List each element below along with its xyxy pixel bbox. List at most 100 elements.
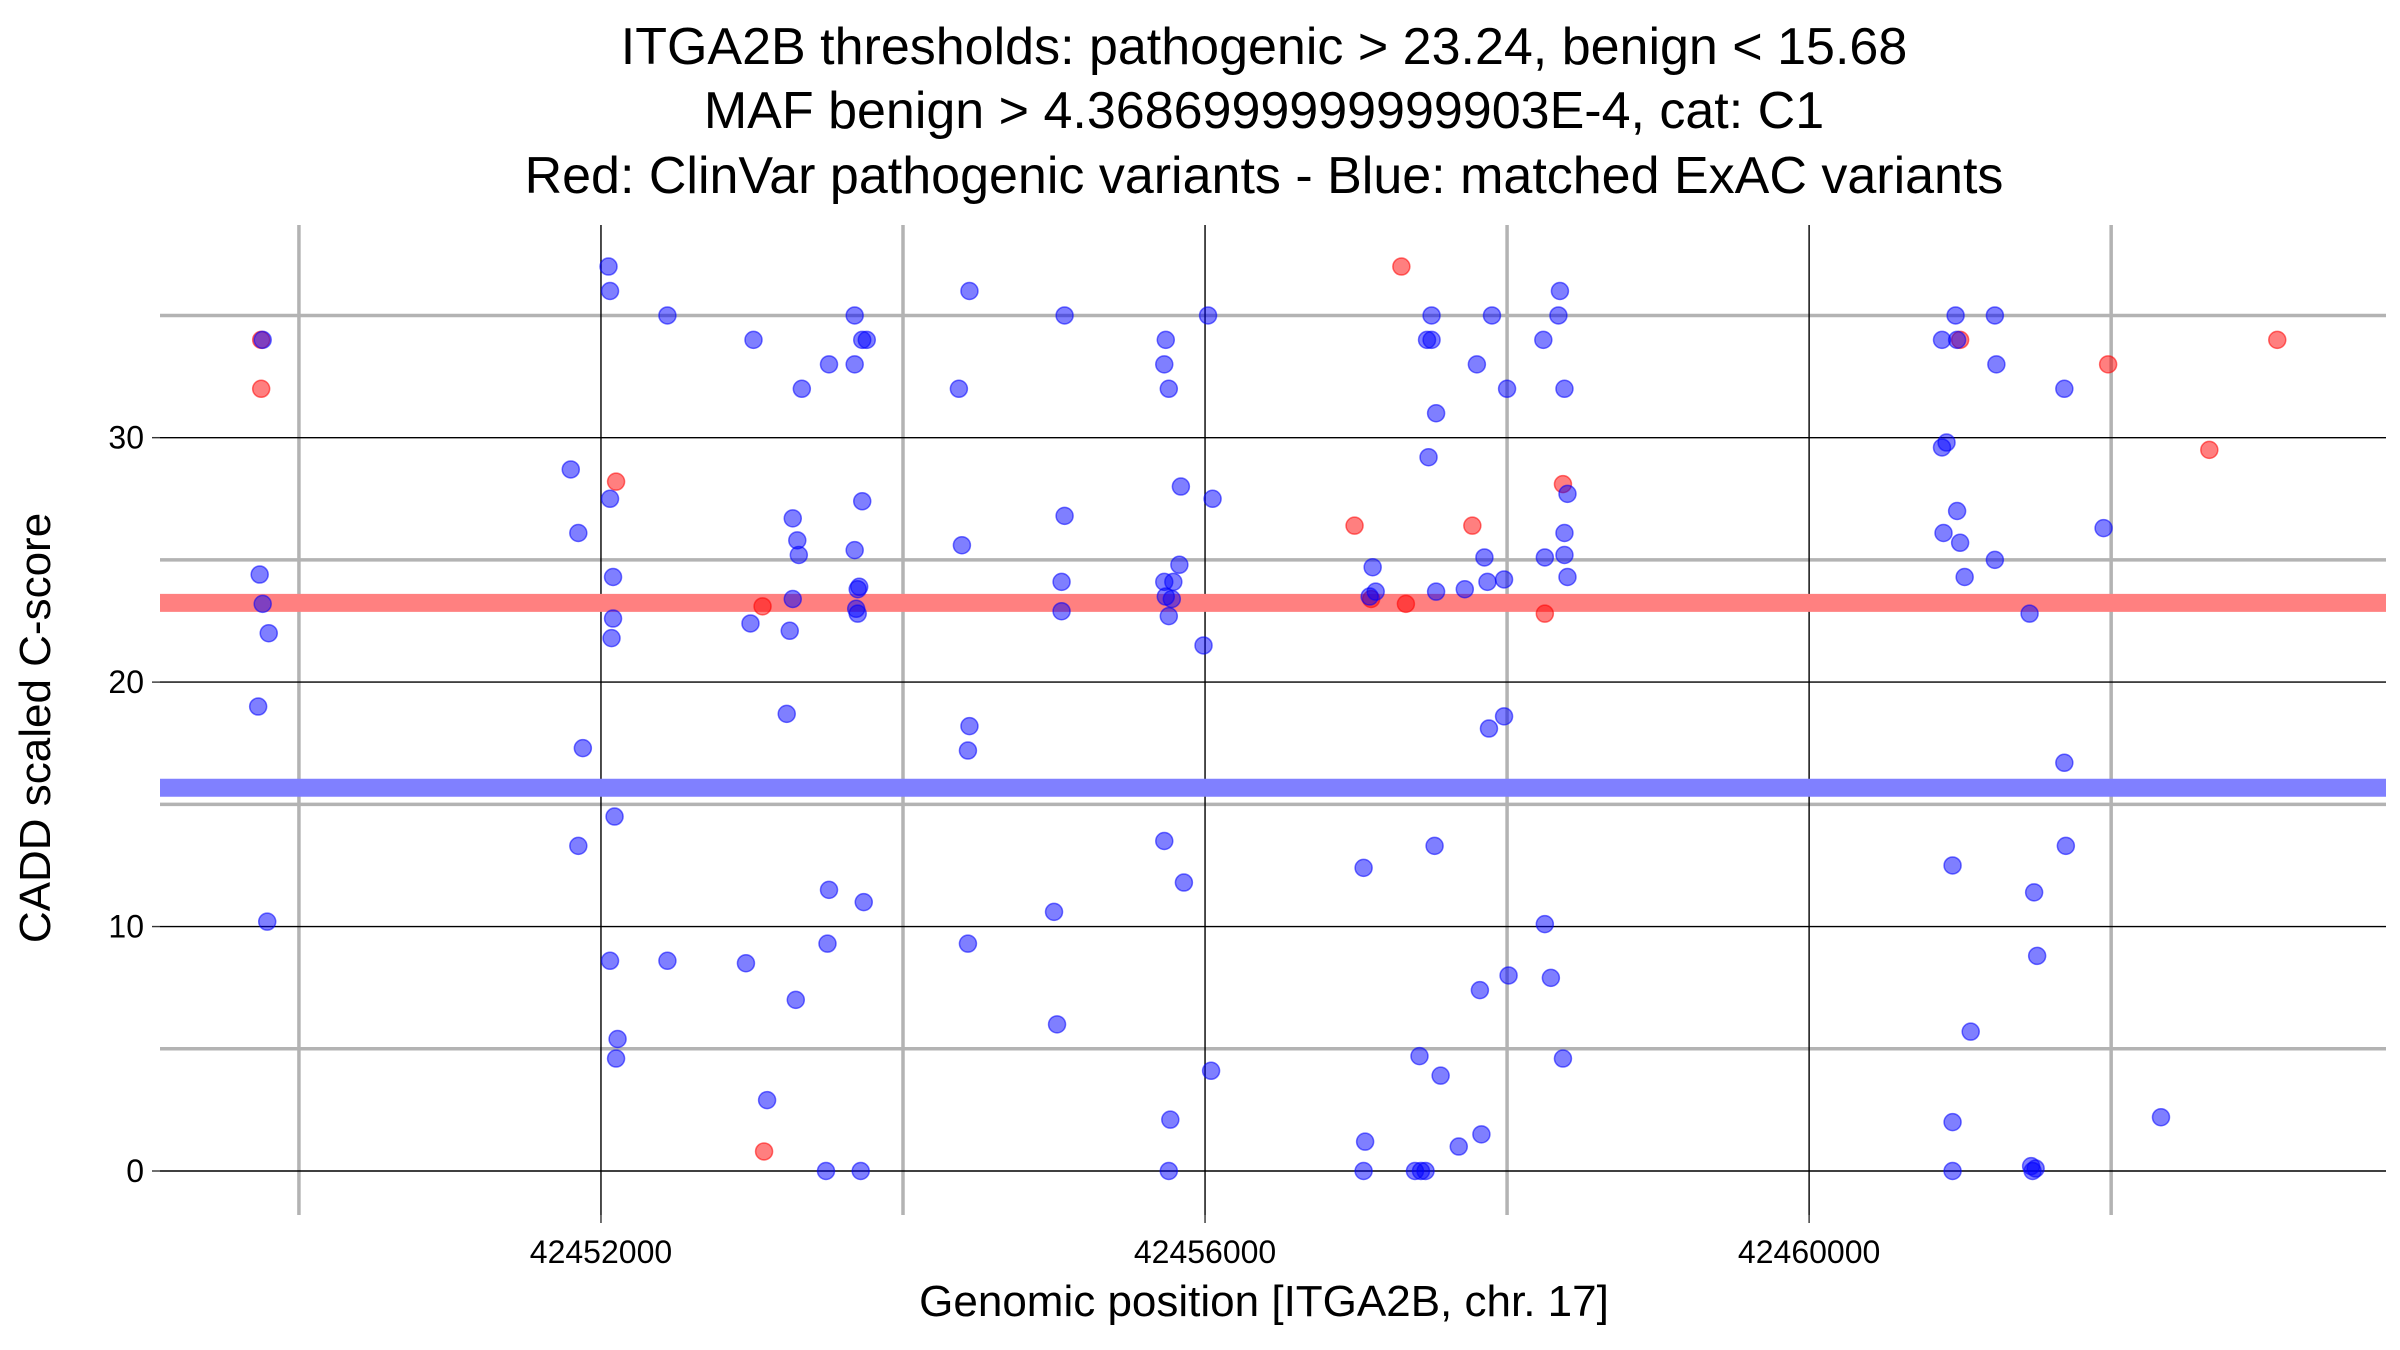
exac-variant-point [1194, 636, 1213, 655]
exac-variant-point [1955, 567, 1974, 587]
x-tick-label: 42452000 [530, 1234, 672, 1270]
exac-variant-point [2056, 836, 2076, 856]
exac-variant-point [1431, 1066, 1450, 1085]
exac-variant-point [845, 306, 864, 325]
exac-variant-point [1555, 523, 1574, 543]
exac-variant-point [1419, 447, 1438, 467]
major-gridlines [160, 225, 2386, 1215]
title-line-3: Red: ClinVar pathogenic variants - Blue:… [525, 147, 2004, 205]
exac-variant-point [1934, 523, 1953, 543]
exac-variant-point [819, 880, 839, 900]
exac-variant-point [1470, 980, 1490, 1000]
exac-variant-point [1541, 968, 1561, 988]
exac-variant-point [658, 951, 677, 971]
x-tick-label: 42456000 [1134, 1234, 1276, 1270]
exac-variant-point [845, 540, 864, 560]
exac-variant-point [1363, 557, 1382, 577]
exac-variant-point [1201, 1061, 1221, 1081]
exac-variant-point [257, 912, 277, 931]
exac-variant-point [606, 1049, 626, 1068]
x-tick-label: 42460000 [1738, 1234, 1880, 1270]
exac-variant-point [1052, 601, 1071, 621]
exac-variant-point [1985, 306, 2005, 325]
exac-variant-point [1535, 914, 1555, 934]
pathogenic-variant-point [754, 1142, 774, 1161]
exac-variant-point [1472, 1125, 1491, 1144]
pathogenic-variant-point [1392, 257, 1411, 276]
exac-variant-point [1947, 501, 1967, 521]
exac-variant-point [960, 716, 979, 736]
exac-variant-point [783, 509, 803, 528]
exac-variant-point [1535, 548, 1555, 567]
chart-title: ITGA2B thresholds: pathogenic > 23.24, b… [525, 18, 2004, 205]
exac-variant-point [1159, 606, 1179, 626]
exac-variant-point [1198, 306, 1218, 325]
pathogenic-variant-point [753, 597, 772, 616]
exac-variant-point [658, 306, 677, 325]
exac-variant-point [250, 565, 269, 584]
data-points [248, 257, 2287, 1181]
exac-variant-point [1155, 355, 1174, 374]
exac-variant-point [573, 738, 593, 758]
exac-variant-point [949, 379, 969, 399]
exac-variant-point [1425, 836, 1444, 856]
exac-variant-point [1055, 506, 1074, 526]
exac-variant-point [736, 953, 756, 973]
exac-variant-point [603, 567, 623, 587]
exac-variant-point [952, 535, 972, 555]
exac-variant-point [1203, 489, 1222, 509]
exac-variant-point [1417, 330, 1437, 350]
exac-variant-point [2027, 946, 2047, 966]
exac-variant-point [1950, 533, 1970, 553]
exac-variant-point [2151, 1107, 2171, 1127]
exac-variant-point [603, 609, 623, 628]
exac-variant-point [569, 523, 588, 543]
exac-variant-point [602, 628, 621, 648]
exac-variant-point [1159, 1161, 1179, 1181]
exac-variant-point [852, 491, 872, 511]
exac-variant-point [2055, 379, 2074, 399]
exac-variant-point [2023, 1161, 2042, 1181]
pathogenic-variant-point [606, 472, 626, 491]
exac-variant-point [1558, 567, 1577, 587]
exac-variant-point [1422, 306, 1441, 325]
exac-variant-point [1961, 1022, 1980, 1041]
exac-variant-point [1162, 589, 1182, 609]
x-axis-ticks: 42452000 42456000 42460000 [530, 1215, 1880, 1270]
exac-variant-point [1426, 403, 1446, 423]
exac-variant-point [1155, 831, 1174, 851]
exac-variant-point [600, 489, 620, 509]
exac-variant-point [1943, 1161, 1962, 1181]
exac-variant-point [1055, 306, 1074, 325]
exac-variant-point [1449, 1137, 1469, 1156]
exac-variant-point [1426, 582, 1446, 601]
exac-variant-point [741, 614, 760, 633]
pathogenic-variant-point [1535, 604, 1555, 623]
exac-variant-point [1475, 548, 1494, 567]
exac-variant-point [1411, 1161, 1431, 1181]
exac-variant-point [1479, 719, 1499, 738]
exac-variant-point [599, 257, 618, 276]
exac-variant-point [253, 594, 272, 614]
pathogenic-variant-point [2268, 330, 2287, 350]
exac-variant-point [1947, 330, 1967, 350]
exac-variant-point [1455, 579, 1475, 599]
exac-variant-point [1549, 306, 1568, 325]
exac-variant-point [1946, 306, 1965, 325]
exac-variant-point [2020, 604, 2039, 623]
exac-variant-point [845, 355, 864, 374]
y-tick-label: 20 [108, 664, 144, 700]
exac-variant-point [1410, 1046, 1429, 1066]
exac-variant-point [857, 330, 877, 350]
exac-variant-point [1553, 1049, 1573, 1068]
exac-variant-point [605, 807, 624, 826]
exac-variant-point [958, 934, 978, 953]
exac-variant-point [960, 281, 979, 301]
x-axis-label: Genomic position [ITGA2B, chr. 17] [919, 1277, 1609, 1326]
pathogenic-variant-point [2200, 440, 2219, 460]
exac-variant-point [2094, 518, 2113, 538]
exac-variant-point [600, 951, 620, 971]
pathogenic-variant-point [1463, 516, 1482, 535]
exac-variant-point [1354, 1161, 1373, 1181]
